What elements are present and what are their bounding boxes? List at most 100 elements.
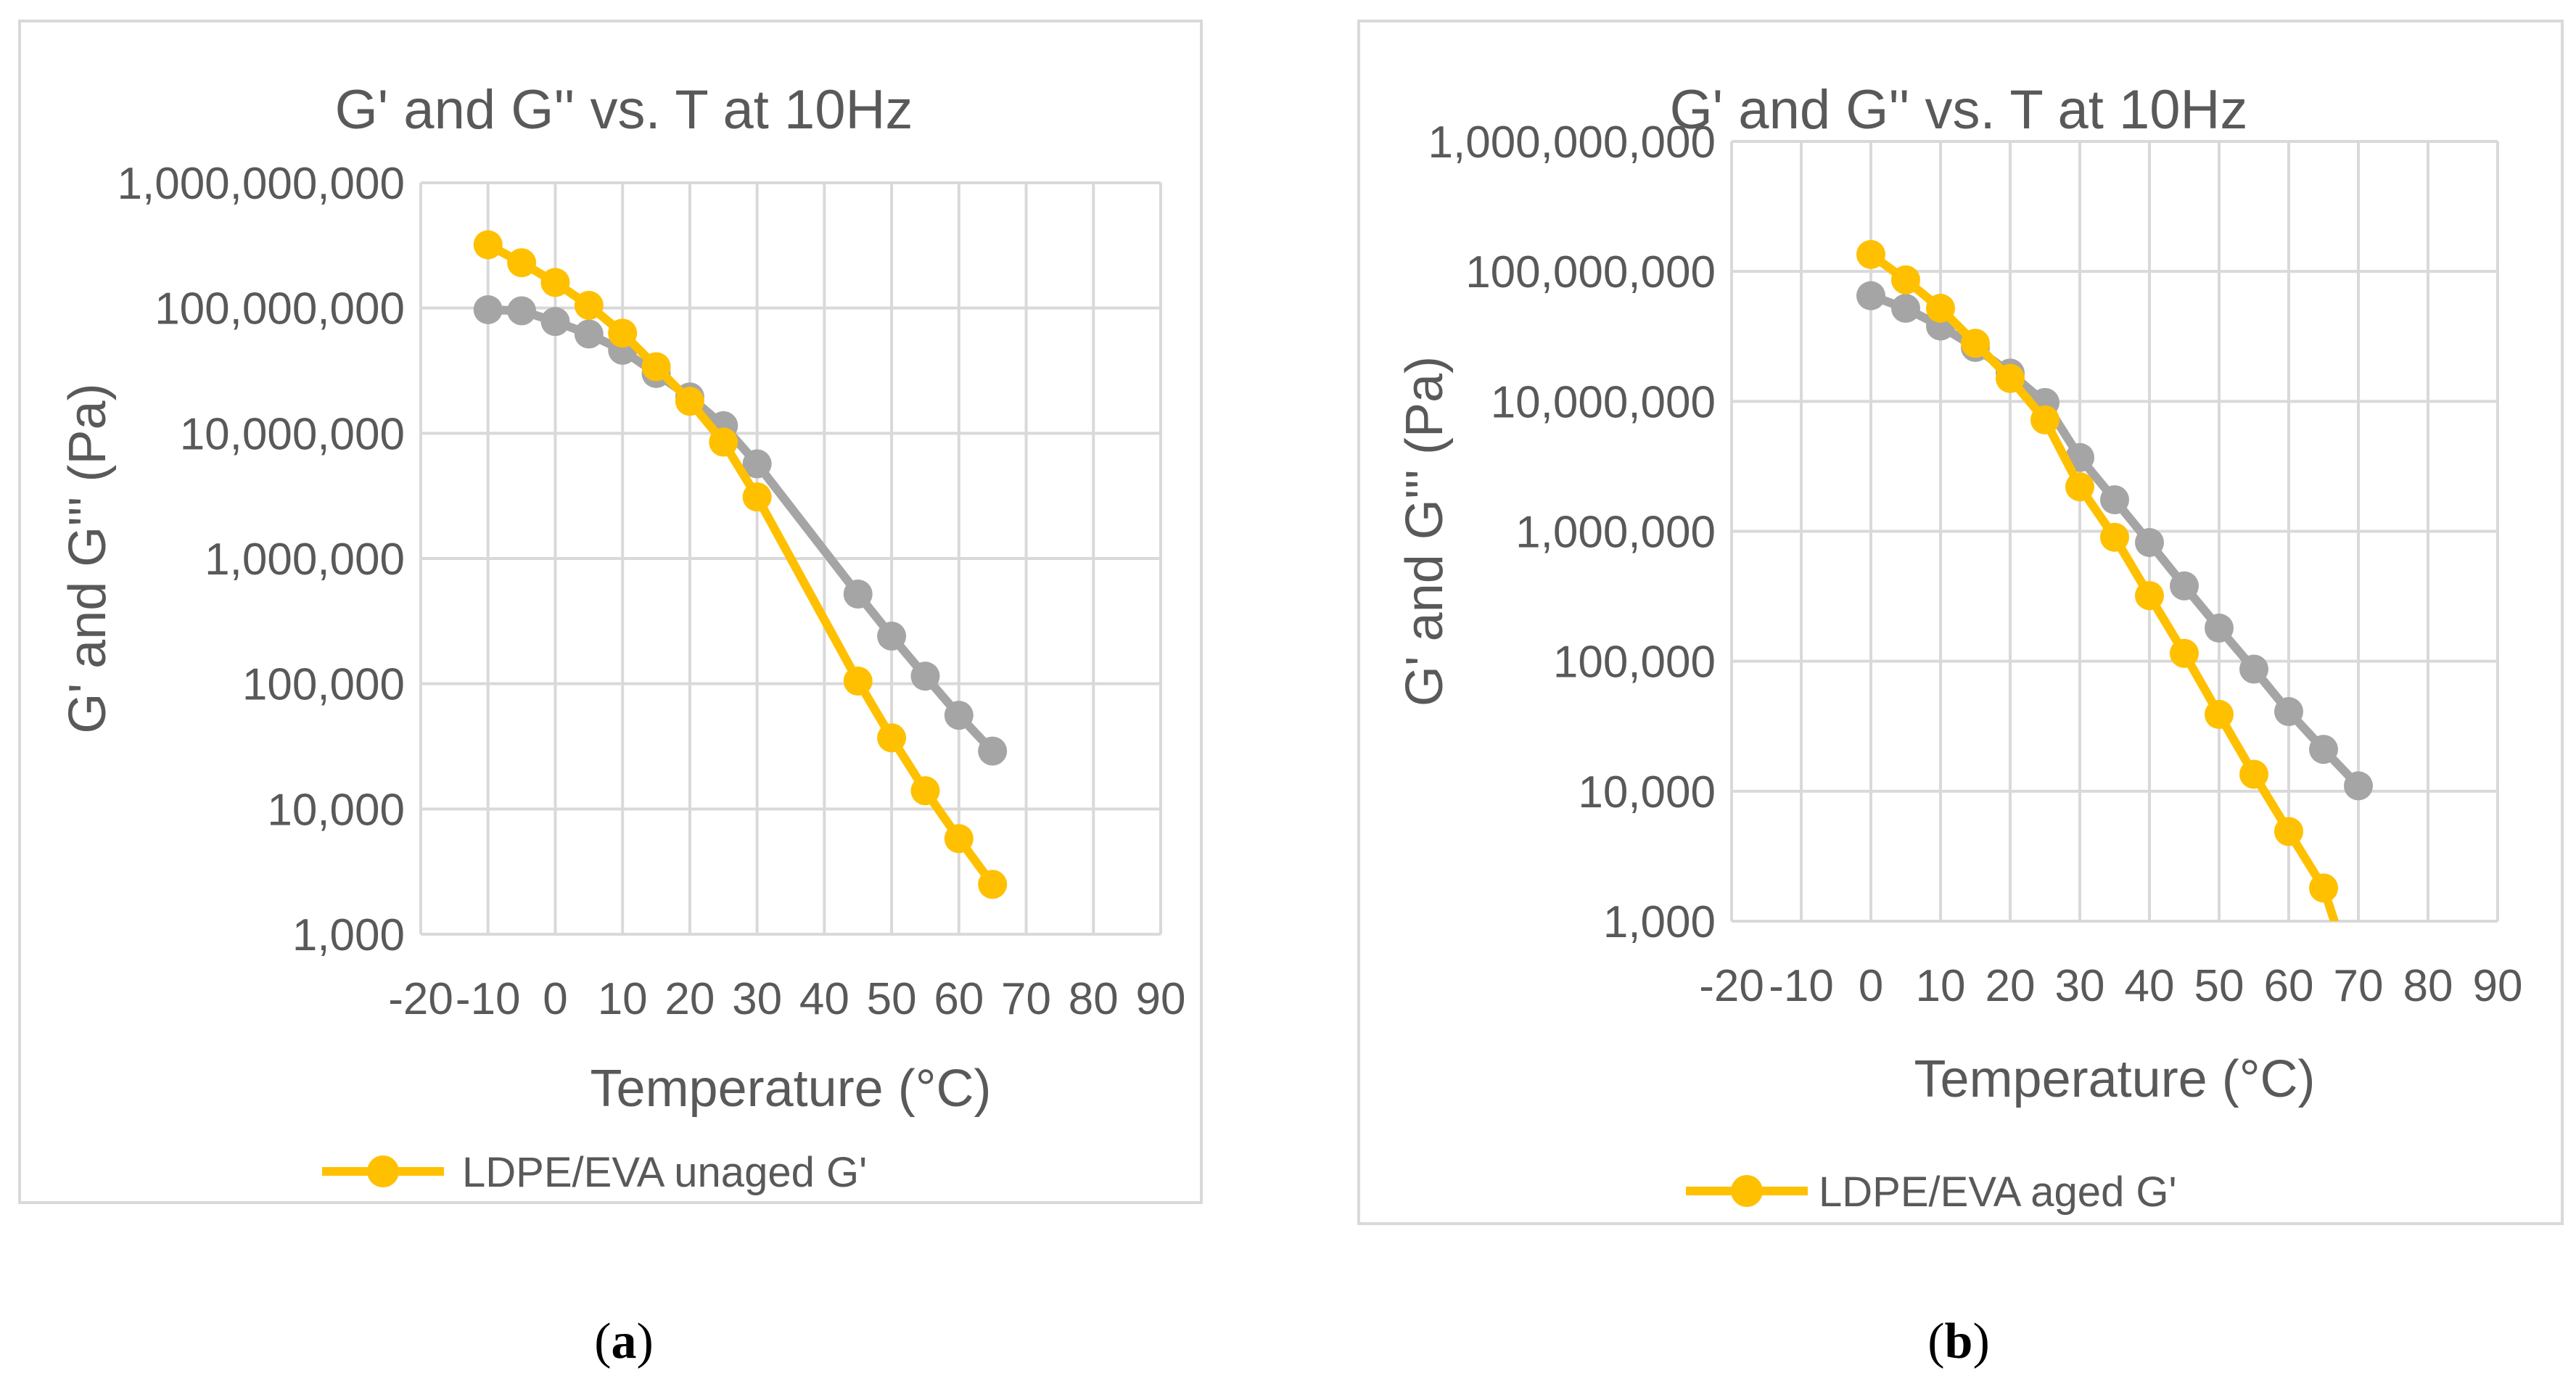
data-point [1856, 239, 1885, 269]
y-tick-label: 100,000 [1553, 638, 1716, 688]
data-point [1961, 329, 1990, 358]
x-tick-label: 40 [799, 974, 849, 1024]
data-point [540, 307, 570, 337]
data-point [1891, 294, 1920, 324]
data-point [843, 667, 873, 696]
legend-label: LDPE/EVA unaged G' [462, 1149, 867, 1196]
caption-letter: b [1945, 1314, 1973, 1369]
legend-swatch-marker [367, 1155, 399, 1187]
data-point [877, 723, 907, 753]
data-point [742, 449, 772, 479]
data-point [2205, 699, 2234, 729]
data-point [574, 319, 604, 349]
x-tick-label: 70 [1001, 974, 1051, 1024]
x-tick-label: -10 [1769, 961, 1834, 1011]
x-tick-label: 70 [2334, 961, 2384, 1011]
chart-title: G' and G'' vs. T at 10Hz [335, 79, 913, 141]
data-point [507, 296, 537, 326]
data-point [978, 870, 1008, 899]
x-tick-label: -10 [456, 974, 521, 1024]
y-tick-label: 1,000,000,000 [118, 159, 406, 209]
caption-open: ( [1927, 1314, 1944, 1369]
data-point [2135, 581, 2164, 611]
data-point [2030, 405, 2059, 434]
x-tick-label: 60 [2264, 961, 2314, 1011]
data-point [2274, 697, 2303, 727]
legend-label: LDPE/EVA aged G' [1819, 1169, 2177, 1216]
data-point [2274, 817, 2303, 846]
data-point [910, 662, 940, 691]
y-tick-label: 1,000 [292, 910, 405, 960]
data-point [2170, 571, 2199, 601]
data-point [2100, 485, 2129, 514]
chart-panel-b: 1,00010,000100,0001,000,00010,000,000100… [1357, 20, 2564, 1369]
y-tick-label: 1,000,000,000 [1428, 118, 1716, 168]
y-axis-title: G' and G''' (Pa) [59, 383, 117, 733]
x-tick-label: 20 [1986, 961, 2036, 1011]
y-tick-label: 1,000,000 [1515, 508, 1716, 558]
data-point [843, 580, 873, 609]
series-gpp [1856, 281, 2373, 801]
data-point [540, 268, 570, 297]
data-point [1891, 265, 1920, 294]
y-tick-label: 1,000,000 [205, 535, 405, 585]
y-tick-label: 10,000,000 [1491, 377, 1716, 427]
x-tick-label: 0 [543, 974, 567, 1024]
data-point [473, 230, 503, 260]
data-point [1996, 363, 2025, 393]
chart-frame [1357, 20, 2564, 1225]
y-tick-label: 10,000,000 [180, 409, 405, 459]
data-point [641, 352, 671, 382]
x-tick-label: 10 [1916, 961, 1966, 1011]
x-tick-label: 30 [2055, 961, 2105, 1011]
data-point [2309, 735, 2338, 765]
data-point [709, 427, 738, 457]
y-tick-label: 10,000 [267, 785, 405, 835]
caption-letter: a [612, 1314, 637, 1369]
series-gp [473, 230, 1008, 899]
data-point [910, 776, 940, 806]
y-tick-label: 100,000,000 [155, 284, 405, 334]
x-tick-label: 40 [2125, 961, 2175, 1011]
x-tick-label: -20 [1699, 961, 1764, 1011]
y-axis-title: G' and G''' (Pa) [1396, 356, 1454, 706]
data-point [2344, 771, 2373, 801]
panel-caption: (b) [1927, 1314, 1990, 1369]
data-point [608, 318, 638, 348]
x-tick-label: 60 [934, 974, 984, 1024]
series-gpp [473, 294, 1008, 766]
data-point [1856, 281, 1885, 310]
data-point [2170, 638, 2199, 668]
data-point [507, 248, 537, 278]
x-axis-title: Temperature (°C) [1914, 1050, 2316, 1108]
data-point [473, 294, 503, 324]
data-point [877, 622, 907, 651]
data-point [1926, 294, 1955, 324]
data-point [2309, 873, 2338, 903]
data-point [742, 482, 772, 512]
data-point [944, 824, 974, 854]
y-tick-label: 100,000,000 [1465, 247, 1716, 297]
x-tick-label: 20 [664, 974, 715, 1024]
x-tick-label: 80 [1069, 974, 1119, 1024]
y-tick-label: 10,000 [1578, 767, 1716, 817]
data-point [2239, 654, 2268, 684]
data-point [2135, 527, 2164, 557]
chart-frame [18, 20, 1203, 1204]
data-point [2100, 522, 2129, 552]
panel-caption: (a) [594, 1314, 654, 1369]
data-point [2205, 613, 2234, 643]
data-point [2239, 759, 2268, 789]
data-point [978, 736, 1008, 766]
x-tick-label: 90 [2473, 961, 2523, 1011]
y-tick-label: 100,000 [242, 660, 405, 710]
data-point [2065, 472, 2094, 502]
data-point [675, 387, 704, 416]
legend-swatch-marker [1731, 1175, 1763, 1207]
caption-close: ) [1972, 1314, 1989, 1369]
legend: LDPE/EVA unaged G' [322, 1149, 867, 1196]
x-tick-label: 0 [1859, 961, 1883, 1011]
chart-panel-a: 1,000 10,000 100,000 1,000,000 10,000,000 100… [18, 20, 1203, 1369]
x-tick-label: 50 [2194, 961, 2244, 1011]
